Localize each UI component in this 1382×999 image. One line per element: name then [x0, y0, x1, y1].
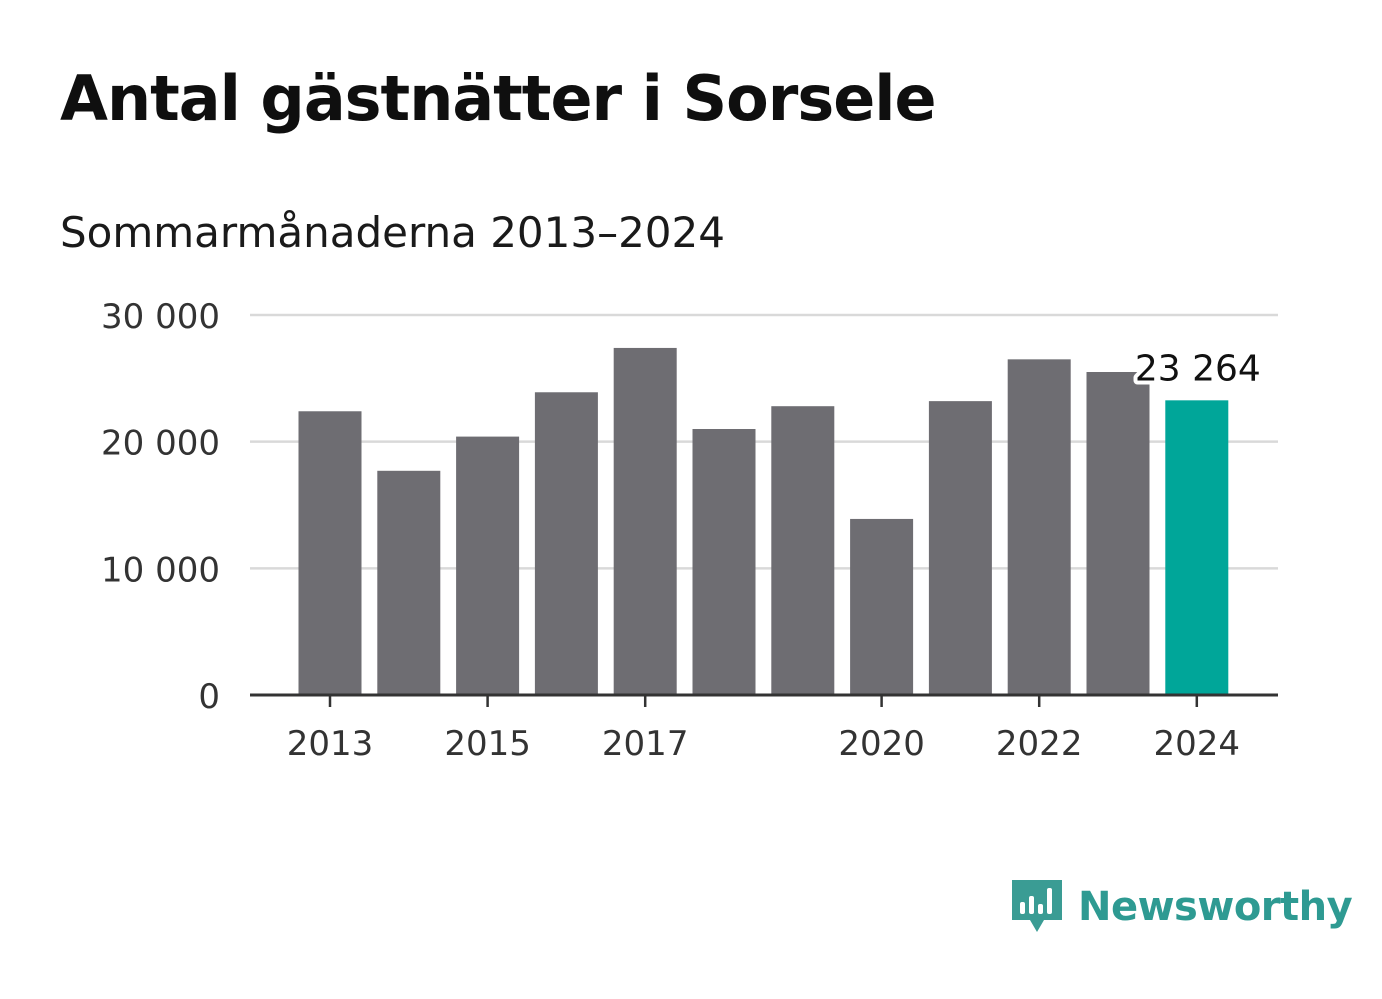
x-tick-label: 2024: [1154, 724, 1241, 764]
x-tick-label: 2015: [444, 724, 531, 764]
newsworthy-logo: Newsworthy: [1010, 876, 1353, 938]
bar-2019: [771, 406, 835, 695]
newsworthy-chart-icon: [1012, 880, 1062, 932]
x-axis-ticks: 2013 2015 2017 2020 2022 2024: [287, 695, 1240, 764]
bars: [298, 347, 1229, 695]
bar-2020: [850, 518, 914, 695]
bar-2014: [377, 470, 441, 695]
bar-2015: [456, 436, 520, 695]
x-tick-label: 2013: [287, 724, 374, 764]
y-tick-label: 10 000: [101, 550, 220, 590]
data-label-2024: 23 264: [1135, 348, 1261, 389]
chart-subtitle: Sommarmånaderna 2013–2024: [60, 208, 725, 257]
x-tick-label: 2017: [602, 724, 689, 764]
bar-2021: [928, 401, 992, 695]
bar-2016: [534, 392, 598, 695]
x-tick-label: 2022: [996, 724, 1083, 764]
y-tick-label: 30 000: [101, 297, 220, 337]
bar-2023: [1086, 372, 1150, 695]
bar-2022: [1007, 359, 1071, 695]
bar-2017: [613, 347, 677, 695]
y-tick-label: 0: [198, 677, 220, 717]
x-tick-label: 2020: [838, 724, 925, 764]
bar-2013: [298, 411, 362, 695]
chart-title: Antal gästnätter i Sorsele: [60, 62, 937, 135]
data-label-halo: 23 264: [1135, 348, 1261, 389]
y-tick-label: 20 000: [101, 424, 220, 464]
y-axis-ticks: 0 10 000 20 000 30 000: [101, 297, 220, 717]
brand-name: Newsworthy: [1078, 884, 1353, 930]
bar-2018: [692, 429, 756, 695]
bar-2024: [1165, 400, 1229, 695]
